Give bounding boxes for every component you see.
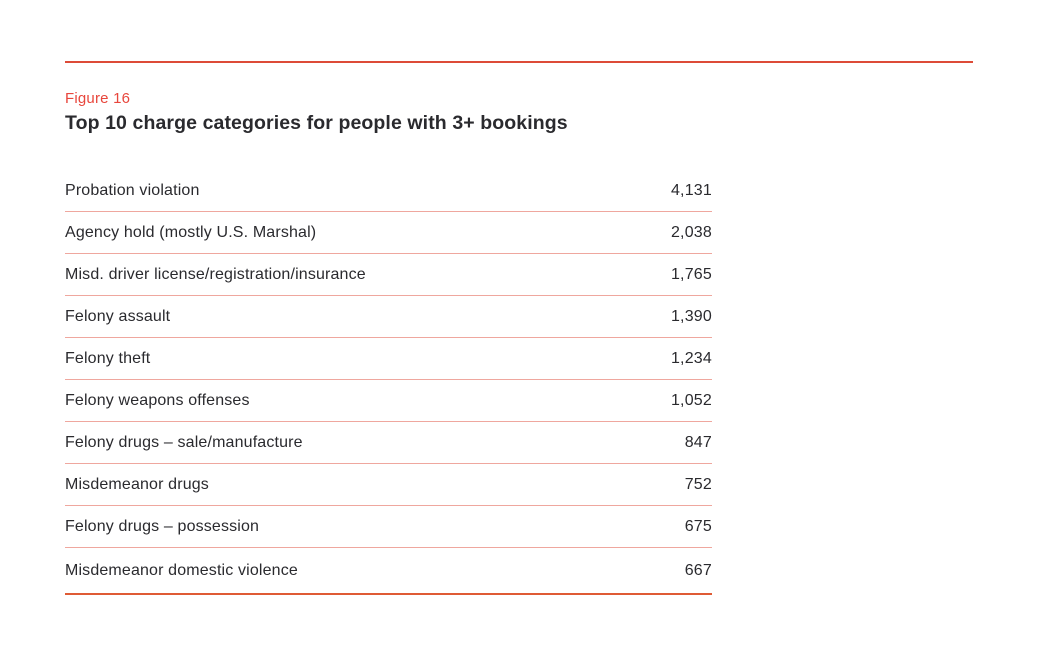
row-value: 4,131 (670, 181, 712, 199)
top-rule (65, 61, 973, 63)
row-label: Felony drugs – possession (65, 517, 260, 535)
row-value: 1,765 (670, 265, 712, 283)
row-label: Felony drugs – sale/manufacture (65, 433, 303, 451)
row-value: 847 (684, 433, 712, 451)
row-label: Probation violation (65, 181, 200, 199)
table-row: Felony theft 1,234 (65, 338, 712, 380)
row-value: 2,038 (670, 223, 712, 241)
table-row: Felony drugs – sale/manufacture 847 (65, 422, 712, 464)
table-row: Misdemeanor domestic violence 667 (65, 548, 712, 595)
charge-table: Probation violation 4,131 Agency hold (m… (65, 170, 712, 595)
table-row: Probation violation 4,131 (65, 170, 712, 212)
row-value: 752 (684, 475, 712, 493)
row-label: Agency hold (mostly U.S. Marshal) (65, 223, 317, 241)
table-row: Felony drugs – possession 675 (65, 506, 712, 548)
row-value: 1,390 (670, 307, 712, 325)
row-value: 675 (684, 517, 712, 535)
row-value: 667 (684, 561, 712, 579)
row-label: Misd. driver license/registration/insura… (65, 265, 366, 283)
row-value: 1,234 (670, 349, 712, 367)
table-row: Misd. driver license/registration/insura… (65, 254, 712, 296)
table-row: Agency hold (mostly U.S. Marshal) 2,038 (65, 212, 712, 254)
figure-label: Figure 16 (65, 90, 131, 107)
row-label: Misdemeanor domestic violence (65, 561, 298, 579)
table-row: Felony assault 1,390 (65, 296, 712, 338)
row-value: 1,052 (670, 391, 712, 409)
row-label: Felony assault (65, 307, 171, 325)
row-label: Misdemeanor drugs (65, 475, 209, 493)
table-row: Misdemeanor drugs 752 (65, 464, 712, 506)
row-label: Felony theft (65, 349, 151, 367)
figure-title: Top 10 charge categories for people with… (65, 112, 568, 134)
row-label: Felony weapons offenses (65, 391, 250, 409)
table-row: Felony weapons offenses 1,052 (65, 380, 712, 422)
